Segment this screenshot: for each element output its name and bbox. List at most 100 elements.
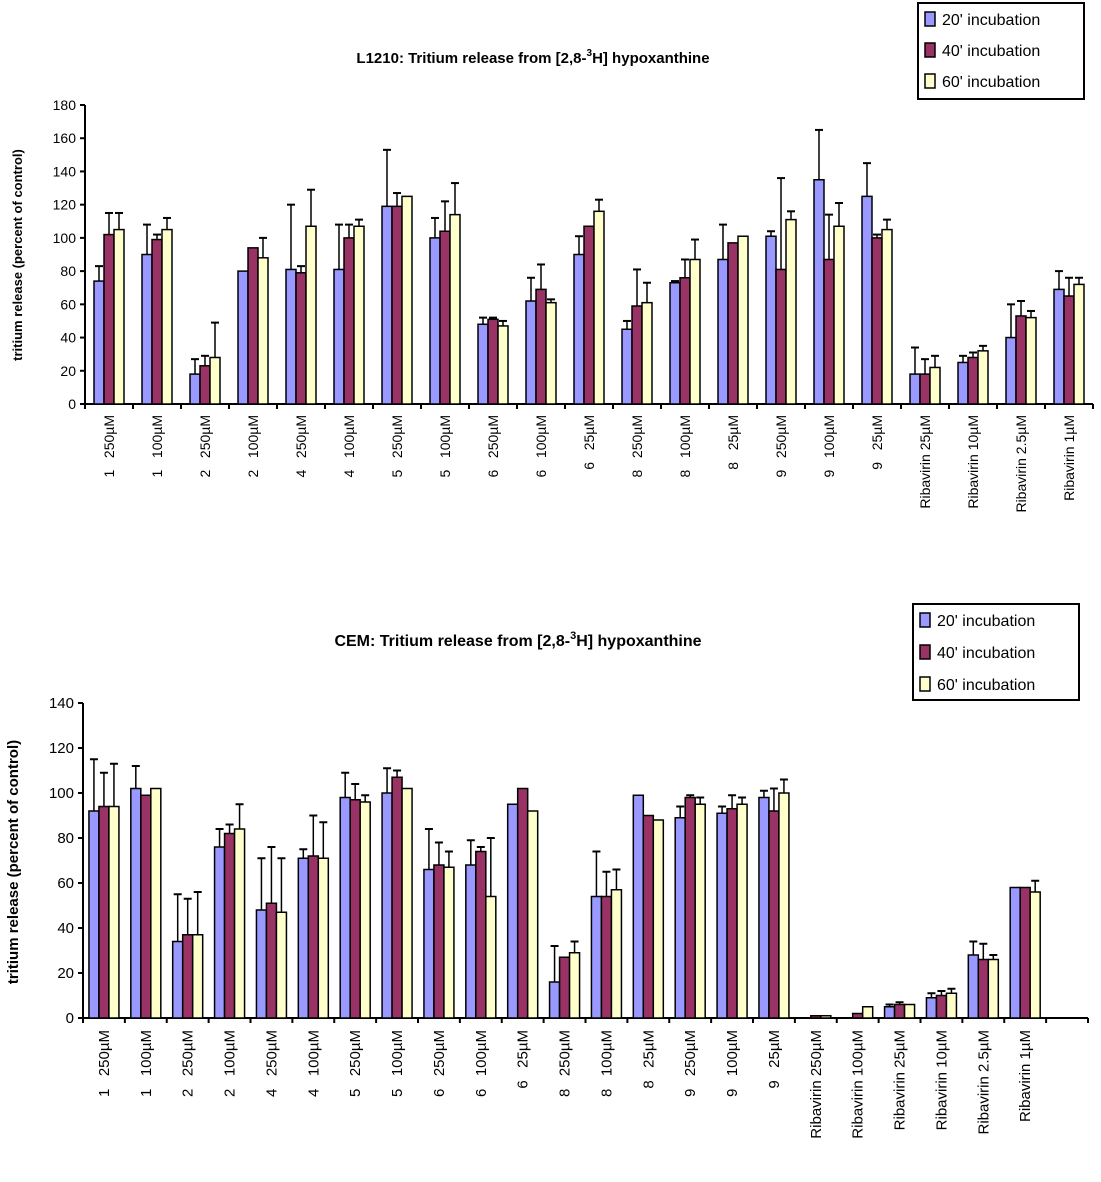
bar xyxy=(237,270,249,405)
bar xyxy=(726,808,738,1019)
bar xyxy=(525,300,537,405)
bar xyxy=(275,911,288,1019)
x-category-label: 9 25µM xyxy=(869,415,885,470)
bar xyxy=(1009,886,1021,1019)
bar-group xyxy=(1053,270,1085,405)
bar xyxy=(881,228,893,405)
bar xyxy=(255,909,268,1019)
bar xyxy=(401,195,413,405)
bar xyxy=(758,796,770,1019)
bar xyxy=(785,218,797,405)
bar-group xyxy=(758,778,790,1019)
bar xyxy=(108,805,120,1019)
bar-group xyxy=(909,346,941,405)
bar xyxy=(506,803,519,1019)
y-tick-label: 140 xyxy=(53,163,77,179)
bar xyxy=(526,810,539,1019)
x-category-label: 9 100µM xyxy=(724,1030,741,1097)
bar xyxy=(477,323,489,405)
bar xyxy=(851,1012,864,1019)
y-tick-label: 120 xyxy=(53,197,77,213)
bar xyxy=(967,954,980,1019)
x-category-label: 8 25µM xyxy=(640,1030,657,1089)
bar xyxy=(443,866,455,1019)
legend-swatch xyxy=(919,612,931,628)
bar xyxy=(1053,288,1065,405)
bar xyxy=(265,902,278,1019)
bar xyxy=(487,318,499,405)
bar xyxy=(359,801,371,1019)
bar xyxy=(1025,316,1037,405)
bar xyxy=(593,210,605,405)
bar-group xyxy=(813,128,845,405)
bar-group xyxy=(674,794,706,1019)
bar xyxy=(583,225,595,405)
bar xyxy=(199,365,211,405)
bar xyxy=(674,817,686,1019)
x-category-label: 1 250µM xyxy=(101,415,117,478)
legend: 20' incubation 40' incubation 60' incubati… xyxy=(917,2,1085,100)
bar xyxy=(1073,283,1085,405)
y-tick-label: 0 xyxy=(68,396,76,412)
bar xyxy=(113,228,125,405)
bar xyxy=(935,994,948,1019)
bar xyxy=(903,1003,916,1019)
title-text: H] hypoxanthine xyxy=(576,633,701,650)
bar-group xyxy=(632,794,665,1019)
x-category-label: Ribavirin 25µM xyxy=(892,1030,909,1130)
bar xyxy=(285,268,297,405)
y-tick-label: 60 xyxy=(60,296,76,312)
y-tick-label: 60 xyxy=(57,875,74,892)
bar-group xyxy=(339,771,371,1019)
bar xyxy=(130,787,142,1019)
bar-group xyxy=(590,850,623,1019)
bar xyxy=(307,855,320,1019)
x-category-label: 2 100µM xyxy=(245,415,261,478)
bar xyxy=(88,810,100,1019)
x-category-label: 1 100µM xyxy=(149,415,165,478)
bar-group xyxy=(967,940,1000,1019)
bar xyxy=(775,268,787,405)
bar xyxy=(883,1006,896,1019)
bar-group xyxy=(93,211,125,405)
y-tick-label: 100 xyxy=(49,785,74,802)
bar xyxy=(861,195,873,405)
x-category-label: Ribavirin 2.5µM xyxy=(975,1030,992,1135)
legend-swatch xyxy=(924,42,936,58)
x-category-label: 9 250µM xyxy=(773,415,789,478)
x-category-label: 8 100µM xyxy=(598,1030,615,1097)
bar-group xyxy=(333,218,365,405)
bar xyxy=(679,277,691,405)
bar-group xyxy=(765,177,797,405)
y-tick-label: 100 xyxy=(53,230,77,246)
bar xyxy=(295,272,307,405)
bar xyxy=(820,1015,832,1019)
legend: 20' incubation 40' incubation 60' incubati… xyxy=(912,603,1080,701)
x-category-label: Ribavirin 250µM xyxy=(808,1030,825,1139)
bar-group xyxy=(1009,879,1041,1019)
bar-group xyxy=(925,987,958,1019)
bar-group xyxy=(861,162,893,405)
legend-swatch xyxy=(919,676,931,692)
bar-group xyxy=(381,767,413,1019)
bar xyxy=(317,857,330,1019)
bar xyxy=(765,235,777,405)
legend-label: 20' incubation xyxy=(937,613,1035,630)
bar xyxy=(93,280,105,405)
x-category-label: 9 25µM xyxy=(766,1030,783,1089)
bar xyxy=(987,958,1000,1019)
bar xyxy=(545,301,557,405)
legend-swatch xyxy=(924,11,936,27)
y-tick-label: 40 xyxy=(57,920,74,937)
x-category-label: 4 100µM xyxy=(341,415,357,478)
x-category-label: 8 250µM xyxy=(629,415,645,478)
bar xyxy=(257,257,269,405)
bar-group xyxy=(171,891,204,1019)
bar xyxy=(349,799,361,1019)
bar xyxy=(689,258,701,405)
bar-group xyxy=(285,188,317,405)
legend-box xyxy=(912,603,1080,701)
bar xyxy=(823,258,835,405)
bar xyxy=(429,237,441,405)
bar xyxy=(1063,295,1075,405)
